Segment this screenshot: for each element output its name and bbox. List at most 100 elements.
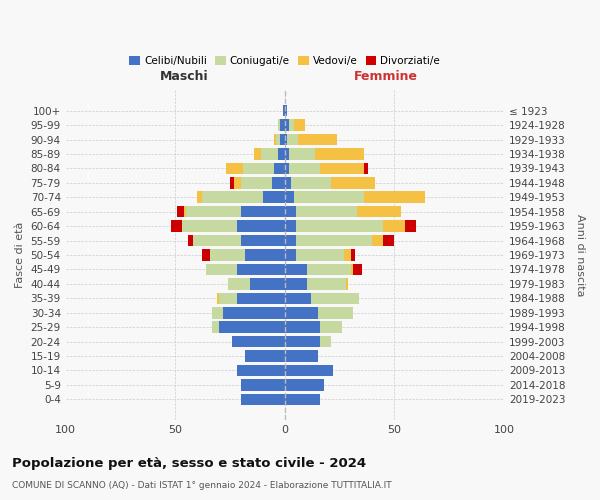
Bar [317,307,353,318]
Bar [285,206,296,218]
Bar [285,379,324,390]
Bar [406,220,416,232]
Bar [285,192,293,203]
Bar [285,105,287,117]
Bar [320,162,364,174]
Bar [285,235,296,246]
Bar [289,148,316,160]
Bar [223,307,285,318]
Bar [316,148,364,160]
Bar [353,264,362,275]
Bar [289,162,320,174]
Bar [182,220,236,232]
Bar [202,192,263,203]
Bar [357,206,401,218]
Bar [250,278,285,289]
Bar [285,336,320,347]
Bar [307,264,350,275]
Bar [285,322,320,333]
Bar [276,134,280,145]
Bar [285,264,307,275]
Bar [241,177,272,188]
Y-axis label: Anni di nascita: Anni di nascita [575,214,585,296]
Bar [283,105,285,117]
Bar [235,177,241,188]
Bar [261,148,278,160]
Bar [254,148,261,160]
Bar [236,292,285,304]
Bar [311,292,359,304]
Bar [285,292,311,304]
Bar [296,235,373,246]
Bar [285,249,296,261]
Bar [285,307,317,318]
Bar [188,235,193,246]
Bar [364,162,368,174]
Bar [272,177,285,188]
Text: COMUNE DI SCANNO (AQ) - Dati ISTAT 1° gennaio 2024 - Elaborazione TUTTITALIA.IT: COMUNE DI SCANNO (AQ) - Dati ISTAT 1° ge… [12,481,392,490]
Bar [236,220,285,232]
Bar [241,206,285,218]
Bar [219,322,285,333]
Bar [278,148,285,160]
Bar [212,307,223,318]
Bar [278,120,280,131]
Bar [230,177,235,188]
Text: Maschi: Maschi [160,70,208,83]
Bar [285,394,320,405]
Bar [212,322,219,333]
Bar [197,192,202,203]
Bar [241,379,285,390]
Bar [285,134,287,145]
Bar [296,249,344,261]
Bar [236,264,285,275]
Bar [241,394,285,405]
Bar [285,148,289,160]
Bar [178,206,184,218]
Bar [296,220,383,232]
Bar [228,278,250,289]
Text: Femmine: Femmine [353,70,418,83]
Legend: Celibi/Nubili, Coniugati/e, Vedovi/e, Divorziati/e: Celibi/Nubili, Coniugati/e, Vedovi/e, Di… [125,52,445,70]
Bar [280,134,285,145]
Bar [285,350,317,362]
Bar [285,364,333,376]
Bar [307,278,346,289]
Bar [350,264,353,275]
Bar [298,134,337,145]
Bar [331,177,374,188]
Bar [193,235,241,246]
Bar [285,177,292,188]
Bar [226,162,243,174]
Bar [245,249,285,261]
Bar [320,336,331,347]
Bar [171,220,182,232]
Bar [285,120,289,131]
Y-axis label: Fasce di età: Fasce di età [15,222,25,288]
Bar [232,336,285,347]
Bar [344,249,350,261]
Bar [217,292,219,304]
Bar [206,264,236,275]
Bar [373,235,383,246]
Bar [383,220,406,232]
Bar [293,120,305,131]
Bar [287,134,298,145]
Bar [285,162,289,174]
Bar [285,278,307,289]
Bar [210,249,245,261]
Bar [263,192,285,203]
Bar [350,249,355,261]
Bar [289,120,293,131]
Bar [184,206,186,218]
Bar [241,235,285,246]
Bar [320,322,342,333]
Bar [243,162,274,174]
Bar [296,206,357,218]
Bar [186,206,241,218]
Text: Popolazione per età, sesso e stato civile - 2024: Popolazione per età, sesso e stato civil… [12,458,366,470]
Bar [346,278,349,289]
Bar [245,350,285,362]
Bar [364,192,425,203]
Bar [236,364,285,376]
